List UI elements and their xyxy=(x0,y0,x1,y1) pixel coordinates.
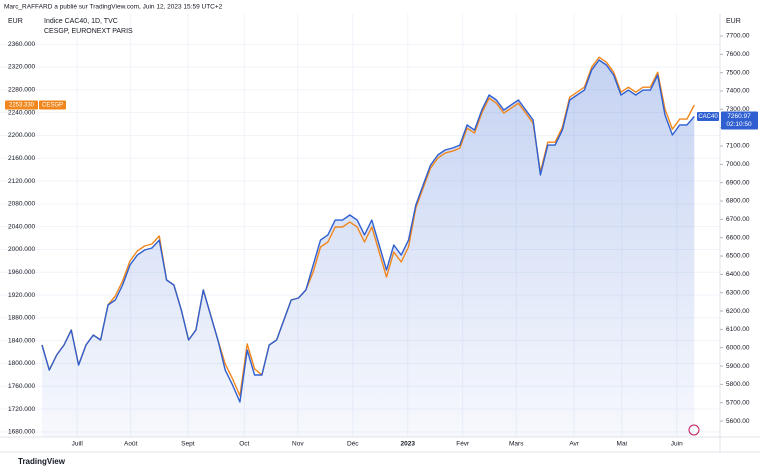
price-tag-label: 7260.97 xyxy=(727,113,751,120)
y2-tick-label: 5900.00 xyxy=(726,363,750,370)
y-tick-label: 2320.000 xyxy=(8,64,35,71)
legend-line: CESGP, EURONEXT PARIS xyxy=(44,28,133,35)
y-tick-label: 1960.000 xyxy=(8,269,35,276)
y2-tick-label: 6200.00 xyxy=(726,308,750,315)
x-tick-label: Août xyxy=(124,441,138,448)
y-tick-label: 2280.000 xyxy=(8,87,35,94)
y2-tick-label: 7600.00 xyxy=(726,51,750,58)
y-tick-label: 1920.000 xyxy=(8,292,35,299)
y2-tick-label: 6400.00 xyxy=(726,271,750,278)
y2-tick-label: 7700.00 xyxy=(726,33,750,40)
y2-tick-label: 6300.00 xyxy=(726,289,750,296)
legend-line: Indice CAC40, 1D, TVC xyxy=(44,18,118,25)
header: Marc_RAFFARD a publié sur TradingView.co… xyxy=(4,4,223,11)
y2-tick-label: 6900.00 xyxy=(726,179,750,186)
y2-tick-label: 5800.00 xyxy=(726,381,750,388)
x-tick-label: Mai xyxy=(617,441,627,448)
x-tick-label: 2023 xyxy=(401,441,416,448)
y-tick-label: 2240.000 xyxy=(8,109,35,116)
series-tag xyxy=(697,112,719,122)
line xyxy=(41,59,695,403)
x-tick-label: Mars xyxy=(509,441,524,448)
y2-tick-label: 6000.00 xyxy=(726,344,750,351)
x-tick-label: Févr xyxy=(456,441,470,448)
price-tag-label: 2253.330 xyxy=(9,103,35,109)
y2-tick-label: 7400.00 xyxy=(726,88,750,95)
y-tick-label: 1800.000 xyxy=(8,360,35,367)
y2-tick-label: 6100.00 xyxy=(726,326,750,333)
y2-tick-label: 5700.00 xyxy=(726,399,750,406)
y2-tick-label: 7000.00 xyxy=(726,161,750,168)
x-tick-label: Déc xyxy=(347,441,359,448)
countdown: 02:10:50 xyxy=(726,121,752,128)
y-tick-label: 2360.000 xyxy=(8,41,35,48)
y-tick-label: 2040.000 xyxy=(8,223,35,230)
price-tag xyxy=(5,100,38,110)
y-tick-label: 1760.000 xyxy=(8,383,35,390)
y2-tick-label: 7500.00 xyxy=(726,69,750,76)
y2-axis-label: EUR xyxy=(726,18,741,25)
y-tick-label: 2120.000 xyxy=(8,178,35,185)
footer-logo: TradingView xyxy=(18,457,66,466)
area xyxy=(42,60,695,437)
y-tick-label: 1840.000 xyxy=(8,337,35,344)
y2-tick-label: 5600.00 xyxy=(726,418,750,425)
series-tag xyxy=(39,100,66,110)
x-tick-label: Oct xyxy=(239,441,249,448)
x-tick-label: Juill xyxy=(72,441,84,448)
y-tick-label: 1680.000 xyxy=(8,429,35,436)
x-tick-label: Avr xyxy=(569,441,579,448)
line xyxy=(41,56,695,397)
y2-tick-label: 6600.00 xyxy=(726,234,750,241)
y-tick-label: 2000.000 xyxy=(8,246,35,253)
x-tick-label: Nov xyxy=(292,441,304,448)
y-axis-label: EUR xyxy=(8,18,23,25)
y-tick-label: 2160.000 xyxy=(8,155,35,162)
price-tag xyxy=(721,111,758,130)
y-tick-label: 2200.000 xyxy=(8,132,35,139)
x-tick-label: Sept xyxy=(181,441,195,448)
y-tick-label: 1880.000 xyxy=(8,315,35,322)
x-tick-label: Juin xyxy=(671,441,683,448)
y2-tick-label: 6700.00 xyxy=(726,216,750,223)
series-tag-label: CESGP xyxy=(42,103,63,109)
y-tick-label: 1720.000 xyxy=(8,406,35,413)
y2-tick-label: 6500.00 xyxy=(726,253,750,260)
y2-tick-label: 7100.00 xyxy=(726,143,750,150)
y2-tick-label: 7300.00 xyxy=(726,106,750,113)
series-tag-label: CAC40 xyxy=(698,114,718,120)
y2-tick-label: 6800.00 xyxy=(726,198,750,205)
event-icon[interactable] xyxy=(688,424,700,436)
y-tick-label: 2080.000 xyxy=(8,201,35,208)
